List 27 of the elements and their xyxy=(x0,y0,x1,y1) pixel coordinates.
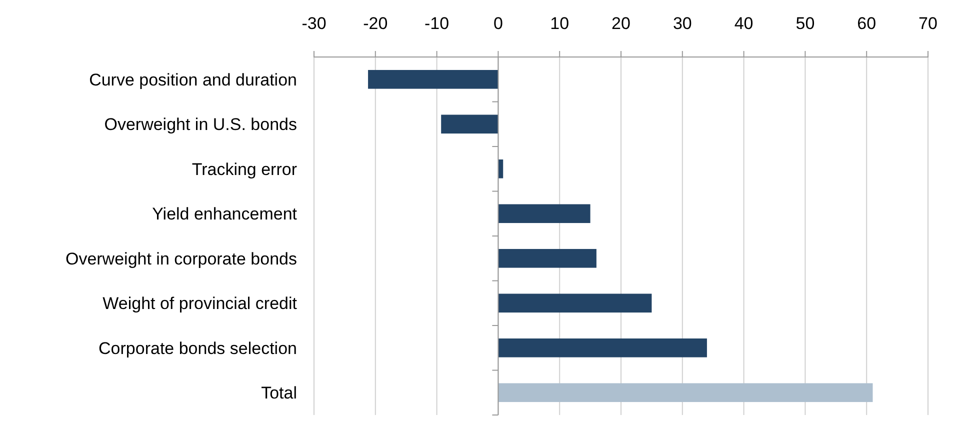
x-tick-label: 30 xyxy=(672,14,692,33)
y-tick-label: Overweight in corporate bonds xyxy=(65,249,297,268)
x-tick-label: -10 xyxy=(424,14,450,33)
bar xyxy=(498,383,873,402)
y-tick-label: Overweight in U.S. bonds xyxy=(104,115,297,134)
x-tick-label: -20 xyxy=(363,14,388,33)
bar xyxy=(498,159,504,178)
y-tick-label: Curve position and duration xyxy=(89,70,297,90)
bar xyxy=(498,338,707,358)
y-tick-label: Total xyxy=(261,384,297,403)
x-tick-label: -30 xyxy=(302,14,326,33)
bar xyxy=(498,204,590,224)
x-tick-label: 70 xyxy=(918,14,938,33)
x-tick-label: 10 xyxy=(550,14,570,33)
x-tick-label: 0 xyxy=(493,14,503,33)
x-tick-label: 50 xyxy=(796,14,815,33)
x-tick-label: 60 xyxy=(857,14,876,33)
y-tick-label: Tracking error xyxy=(192,160,298,179)
bar xyxy=(498,294,652,313)
bar xyxy=(368,70,498,89)
x-tick-label: 20 xyxy=(612,14,630,33)
x-tick-label: 40 xyxy=(734,14,754,33)
y-tick-label: Yield enhancement xyxy=(152,204,298,224)
y-tick-label: Corporate bonds selection xyxy=(98,338,297,358)
y-tick-label: Weight of provincial credit xyxy=(102,294,298,314)
bar xyxy=(441,114,498,134)
bar xyxy=(498,248,596,268)
